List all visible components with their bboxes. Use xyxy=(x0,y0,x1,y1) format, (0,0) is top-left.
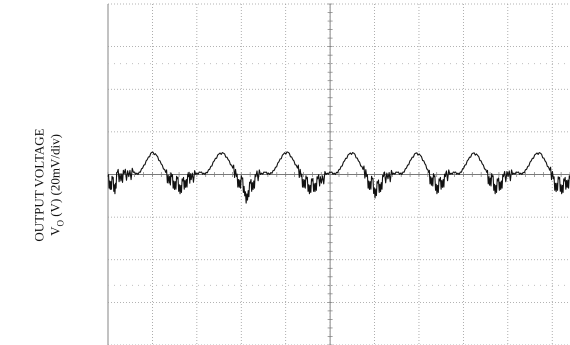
center-axis-ticks xyxy=(107,3,570,345)
grid xyxy=(107,3,570,345)
waveform-trace xyxy=(107,151,570,204)
trace-line xyxy=(107,151,570,204)
